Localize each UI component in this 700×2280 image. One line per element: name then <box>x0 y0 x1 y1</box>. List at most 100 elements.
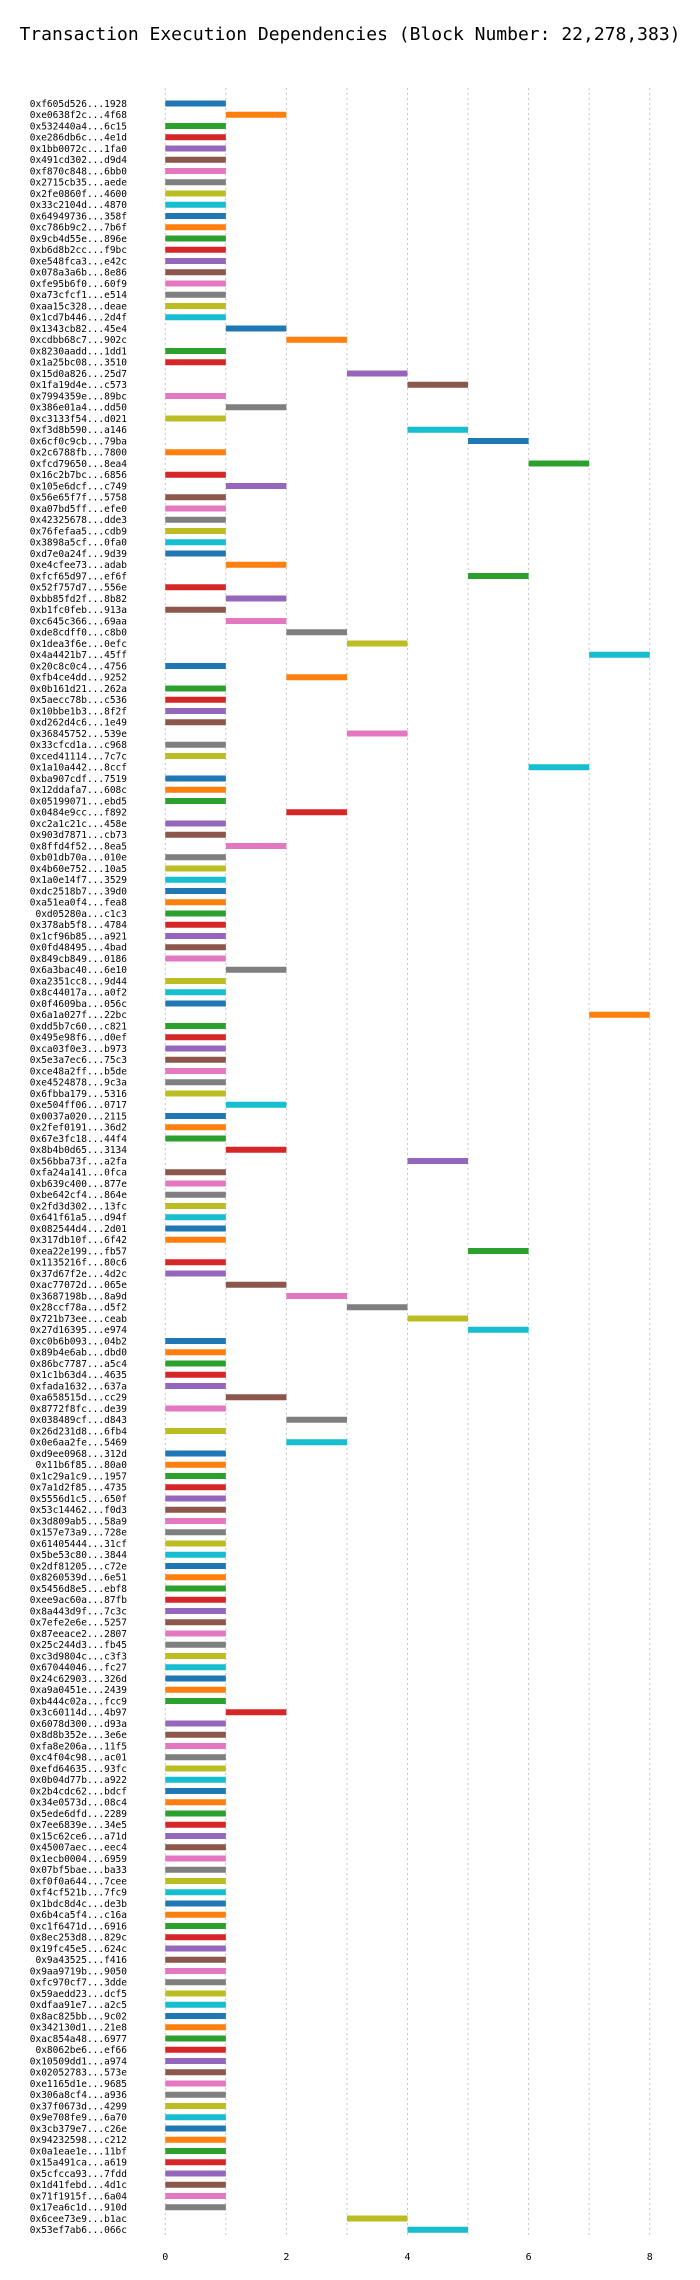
transaction-bar <box>528 764 590 771</box>
transaction-bar <box>165 2170 226 2177</box>
transaction-bar <box>225 111 287 118</box>
transaction-label: 0x2df81205...c72e <box>30 1561 128 1572</box>
transaction-label: 0x87eeace2...2807 <box>30 1629 127 1640</box>
transaction-bar <box>165 168 226 174</box>
transaction-bar <box>286 336 347 343</box>
transaction-bar <box>165 2125 226 2132</box>
transaction-label: 0x1135216f...80c6 <box>30 1258 128 1269</box>
transaction-label: 0x3898a5cf...0fa0 <box>30 538 128 549</box>
transaction-label: 0x038489cf...d843 <box>30 1415 127 1426</box>
transaction-bar <box>165 1698 226 1704</box>
transaction-bar <box>165 2080 226 2087</box>
transaction-label: 0x37d67f2e...4d2c <box>30 1269 127 1280</box>
transaction-bar <box>286 674 347 681</box>
transaction-label: 0x8b4b0d65...3134 <box>30 1145 128 1156</box>
transaction-label: 0xca03f0e3...b973 <box>30 1044 127 1055</box>
transaction-label: 0x52f757d7...556e <box>30 583 128 594</box>
transaction-bar <box>165 1889 226 1896</box>
transaction-bar <box>165 1169 226 1176</box>
transaction-bar <box>407 426 469 433</box>
transaction-bar <box>589 651 650 658</box>
transaction-label: 0xdd5b7c60...c821 <box>30 1021 128 1032</box>
transaction-label: 0x0e6aa2fe...5469 <box>30 1438 128 1449</box>
transaction-bar <box>165 393 226 399</box>
transaction-bar <box>225 483 287 489</box>
transaction-label: 0x8062be6...ef66 <box>35 2045 127 2056</box>
transaction-label: 0x0a1eae1e...11bf <box>30 2146 127 2157</box>
transaction-label: 0xefd64635...93fc <box>30 1764 127 1775</box>
transaction-label: 0x9aa9719b...9050 <box>30 1966 128 1977</box>
transaction-bar <box>407 1158 469 1164</box>
transaction-bar <box>165 2035 226 2042</box>
transaction-label: 0x33cfcd1a...c968 <box>30 740 128 751</box>
transaction-bar <box>165 415 226 422</box>
transaction-label: 0xe0638f2c...4f68 <box>30 110 128 121</box>
transaction-bar <box>165 2058 226 2064</box>
transaction-bar <box>165 1776 226 1783</box>
transaction-bar <box>165 944 226 951</box>
transaction-bar <box>225 325 287 332</box>
transaction-label: 0xc1f6471d...6916 <box>30 1921 128 1932</box>
transaction-label: 0x17ea6c1d...910d <box>30 2203 127 2214</box>
transaction-label: 0x495e98f6...d0ef <box>30 1033 127 1044</box>
transaction-bar <box>165 471 226 478</box>
transaction-bar <box>165 1596 226 1603</box>
transaction-bar <box>165 280 226 287</box>
transaction-bar <box>286 1293 347 1299</box>
transaction-label: 0x94232598...c212 <box>30 2135 127 2146</box>
transaction-label: 0x386e01a4...dd50 <box>30 403 128 414</box>
transaction-label: 0x53ef7ab6...066c <box>30 2225 127 2236</box>
transaction-label: 0x157e73a9...728e <box>30 1528 128 1539</box>
x-tick-label: 4 <box>404 2252 410 2263</box>
transaction-label: 0x86bc7787...a5c4 <box>30 1359 128 1370</box>
transaction-label: 0x6cf0c9cb...79ba <box>30 436 127 447</box>
transaction-label: 0xd05280a...c1c3 <box>35 909 127 920</box>
transaction-bar <box>165 303 226 309</box>
transaction-bar <box>165 989 226 996</box>
transaction-label: 0xd9ee0968...312d <box>30 1449 127 1460</box>
transaction-label: 0xe1165d1e...9685 <box>30 2079 127 2090</box>
transaction-bar <box>165 1855 226 1862</box>
transaction-bar <box>165 1180 226 1187</box>
transaction-bar <box>165 1461 226 1468</box>
transaction-label: 0xfada1632...637a <box>30 1381 127 1392</box>
transaction-label: 0xea22e199...fb57 <box>30 1246 127 1257</box>
transaction-label: 0x9cb4d55e...896e <box>30 234 128 245</box>
transaction-label: 0x0b04d77b...a922 <box>30 1775 127 1786</box>
transaction-label: 0xe504ff06...0717 <box>30 1100 127 1111</box>
transaction-label: 0x1c1b63d4...4635 <box>30 1370 127 1381</box>
transaction-label: 0x10bbe1b3...8f2f <box>30 706 127 717</box>
transaction-bar <box>165 145 226 152</box>
transaction-label: 0x8c44017a...a0f2 <box>30 988 127 999</box>
transaction-label: 0x641f61a5...d94f <box>30 1213 127 1224</box>
transaction-bar <box>165 696 226 703</box>
transaction-bar <box>165 1731 226 1738</box>
transaction-bar <box>165 134 226 141</box>
transaction-label: 0x903d7871...cb73 <box>30 830 127 841</box>
transaction-bar <box>165 1675 226 1682</box>
transaction-bar <box>165 753 226 759</box>
transaction-bar <box>165 978 226 984</box>
transaction-label: 0xa658515d...cc29 <box>30 1393 128 1404</box>
transaction-bar <box>165 100 226 107</box>
transaction-label: 0xb444c02a...fcc9 <box>30 1696 128 1707</box>
transaction-label: 0xe4524878...9c3a <box>30 1078 127 1089</box>
transaction-label: 0x2fe0860f...4600 <box>30 189 128 200</box>
transaction-bar <box>225 595 287 602</box>
transaction-bar <box>165 1484 226 1491</box>
transaction-label: 0xbe642cf4...864e <box>30 1190 128 1201</box>
transaction-label: 0x9a43525...f416 <box>35 1955 127 1966</box>
transaction-label: 0x1fa19d4e...c573 <box>30 380 127 391</box>
transaction-bar <box>165 1563 226 1569</box>
transaction-bar <box>165 1450 226 1457</box>
transaction-label: 0xd262d4c6...1e49 <box>30 718 128 729</box>
transaction-bar <box>165 1653 226 1659</box>
transaction-bar <box>407 2226 469 2233</box>
transaction-label: 0x67044046...fc27 <box>30 1663 127 1674</box>
transaction-bar <box>225 1146 287 1153</box>
transaction-bar <box>165 1473 226 1479</box>
transaction-label: 0x1343cb82...45e4 <box>30 324 128 335</box>
transaction-label: 0xc3d9804c...c3f3 <box>30 1651 127 1662</box>
transaction-label: 0x2715cb35...aede <box>30 178 128 189</box>
transaction-bar <box>165 1911 226 1918</box>
